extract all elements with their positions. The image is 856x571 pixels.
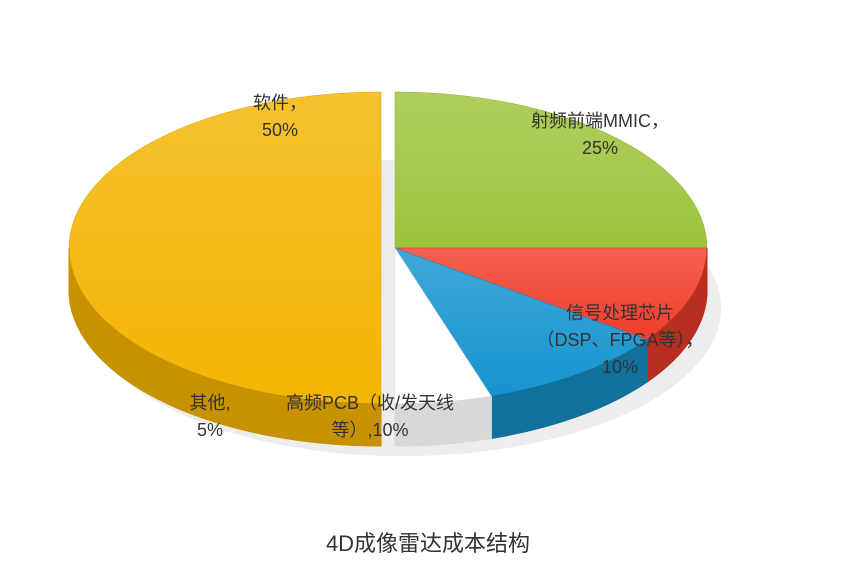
slice-label: 其他,5% (189, 390, 230, 444)
slice-label: 软件，50% (253, 90, 307, 144)
pie-chart-3d: 射频前端MMIC，25% 信号处理芯片（DSP、FPGA等），10% 高频PCB（收… (0, 0, 856, 571)
pie-svg (0, 0, 856, 571)
slice-label: 信号处理芯片（DSP、FPGA等），10% (536, 300, 703, 381)
chart-title: 4D成像雷达成本结构 (0, 526, 856, 558)
slice-label: 高频PCB（收/发天线等）,10% (286, 390, 454, 444)
slice-label: 射频前端MMIC，25% (531, 108, 669, 162)
